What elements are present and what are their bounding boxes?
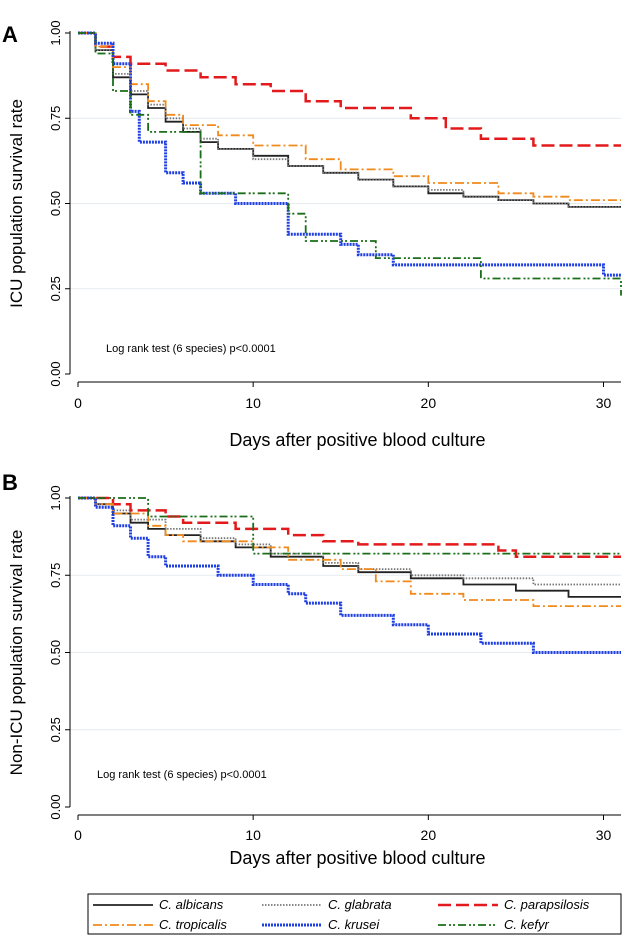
series-line-c-tropicalis: [78, 497, 621, 607]
y-axis-title: ICU population survival rate: [7, 99, 26, 308]
legend-label-c-glabrata: C. glabrata: [328, 897, 392, 912]
legend-label-c-parapsilosis: C. parapsilosis: [504, 897, 590, 912]
y-tick-label: 0.50: [48, 640, 63, 665]
panel-label: A: [2, 22, 18, 47]
series-line-c-kefyr: [78, 32, 622, 296]
series-line-c-kefyr: [78, 497, 621, 555]
log-rank-annotation: Log rank test (6 species) p<0.0001: [106, 343, 276, 355]
series-line-c-glabrata: [78, 32, 621, 208]
x-tick-label: 0: [74, 827, 82, 843]
y-tick-label: 0.25: [48, 276, 63, 301]
legend-label-c-tropicalis: C. tropicalis: [159, 917, 227, 932]
y-tick-label: 0.25: [48, 717, 63, 742]
series-line-c-albicans: [78, 32, 621, 208]
x-axis-title: Days after positive blood culture: [229, 848, 485, 868]
y-tick-label: 0.75: [48, 106, 63, 131]
legend: C. albicans C. glabrata C. parapsilosis C. …: [87, 893, 622, 935]
panel-b: B 0.00 0.25 0.50 0.75 1.00 0 10 20 30 Days after p…: [2, 470, 621, 868]
series-line-c-krusei: [78, 31, 621, 277]
x-tick-label: 10: [245, 827, 261, 843]
y-tick-label: 0.00: [48, 361, 63, 386]
x-tick-label: 30: [596, 395, 612, 411]
series-line-c-krusei: [78, 496, 621, 654]
series-line-c-parapsilosis: [78, 31, 621, 147]
panel-a: A 0.00 0.25 0.50 0.75 1.00 0 10 20 30 Days after p…: [2, 20, 622, 450]
series-line-c-tropicalis: [78, 32, 621, 201]
log-rank-annotation: Log rank test (6 species) p<0.0001: [97, 769, 267, 781]
x-tick-label: 20: [421, 395, 437, 411]
series-line-c-glabrata: [78, 497, 621, 586]
legend-box: [87, 893, 622, 935]
legend-label-c-krusei: C. krusei: [328, 917, 380, 932]
y-tick-label: 1.00: [48, 20, 63, 45]
y-tick-label: 1.00: [48, 485, 63, 510]
legend-label-c-albicans: C. albicans: [159, 897, 224, 912]
x-tick-label: 30: [596, 827, 612, 843]
y-tick-label: 0.00: [48, 794, 63, 819]
x-tick-label: 20: [421, 827, 437, 843]
y-tick-label: 0.50: [48, 191, 63, 216]
series-line-c-albicans: [78, 497, 621, 598]
y-axis-title: Non-ICU population survival rate: [7, 530, 26, 776]
series-line-c-parapsilosis: [78, 496, 621, 558]
legend-label-c-kefyr: C. kefyr: [504, 917, 549, 932]
x-axis-title: Days after positive blood culture: [229, 430, 485, 450]
y-tick-label: 0.75: [48, 563, 63, 588]
x-tick-label: 0: [74, 395, 82, 411]
panel-label: B: [2, 470, 18, 495]
x-tick-label: 10: [245, 395, 261, 411]
